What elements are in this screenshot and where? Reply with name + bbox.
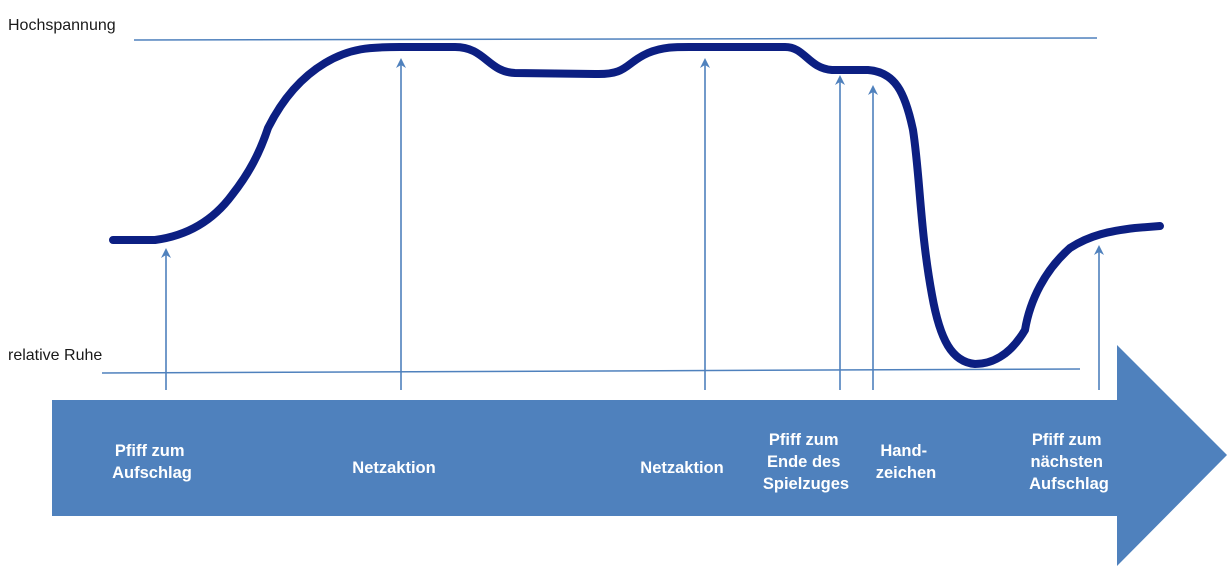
high-tension-line — [133, 37, 1098, 41]
timeline-arrow — [52, 345, 1227, 566]
net-action-2-label: Netzaktion — [640, 459, 723, 477]
end-whistle-label: Pfiff zum Ende des Spielzuges — [763, 431, 849, 493]
serve-whistle-label: Pfiff zum Aufschlag — [112, 442, 192, 482]
next-serve-whistle-label: Pfiff zum nächsten Aufschlag — [1029, 431, 1109, 493]
net-action-1-label: Netzaktion — [352, 459, 435, 477]
relative-calm-label: relative Ruhe — [8, 347, 102, 364]
relative-calm-line — [101, 368, 1081, 374]
hand-signal-label: Hand- zeichen — [876, 442, 937, 482]
tension-curve — [109, 42, 1164, 368]
high-tension-label: Hochspannung — [8, 17, 116, 34]
